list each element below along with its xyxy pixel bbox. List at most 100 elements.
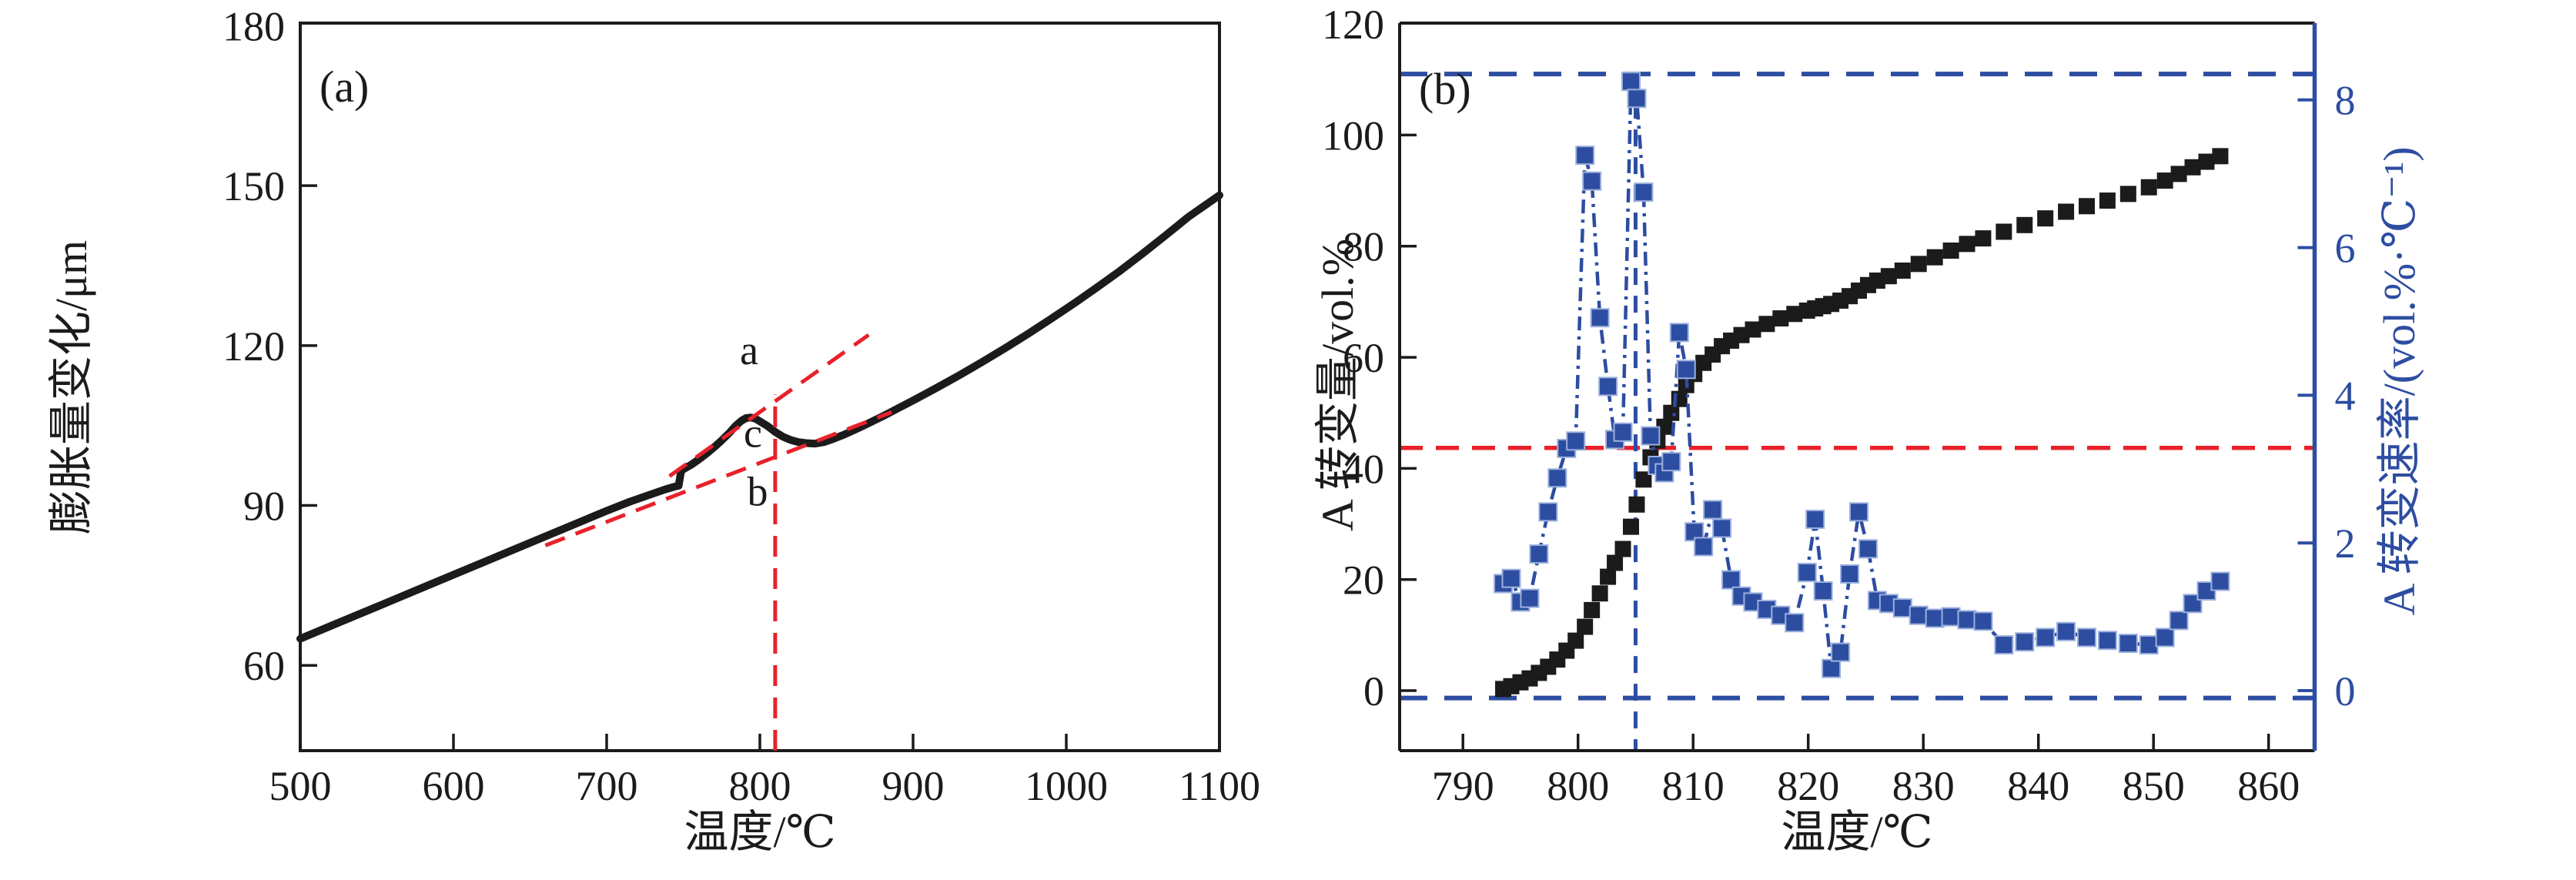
panel-a-label: (a)	[319, 62, 369, 112]
tangent-line-b	[544, 410, 893, 547]
tangent-line-a	[668, 333, 870, 478]
blue-square-point	[2036, 627, 2056, 647]
x-tick-label: 900	[882, 763, 945, 809]
black-square-point	[1656, 418, 1673, 435]
y-tick-label: 60	[243, 643, 285, 689]
black-square-point	[2198, 153, 2215, 170]
blue-square-point	[1538, 502, 1558, 522]
black-square-point	[2170, 166, 2187, 182]
panel-b-chart: 790 800 810 820 830 840 850 860 0 20 40 60 80 100 120 0…	[1322, 2, 2356, 809]
right-y-tick-label: 4	[2335, 373, 2356, 419]
right-y-tick-label: 2	[2335, 520, 2356, 567]
blue-square-point	[1669, 323, 1689, 343]
series-transformation-rate	[1494, 72, 2230, 678]
black-square-point	[1996, 223, 2012, 240]
blue-square-point	[1858, 539, 1878, 559]
blue-square-point	[2155, 627, 2175, 647]
black-square-point	[2156, 172, 2173, 189]
left-y-tick-label: 60	[1343, 335, 1384, 381]
blue-square-point	[1598, 376, 1618, 397]
blue-square-point	[1840, 564, 1860, 584]
blue-square-point	[1941, 607, 1961, 627]
blue-square-point	[1957, 610, 1977, 630]
black-square-point	[2078, 198, 2095, 215]
blue-square-point	[1520, 588, 1540, 608]
black-square-point	[1772, 310, 1789, 327]
blue-square-point	[1676, 360, 1696, 380]
blue-square-point	[1848, 502, 1868, 522]
x-tick-label: 600	[423, 763, 485, 809]
black-square-point	[1591, 585, 1608, 602]
blue-square-point	[1721, 570, 1741, 590]
panel-a: 500 600 700 800 900 1000 1100 60 90 120 150 180 (a)…	[46, 3, 1260, 857]
black-square-point	[1577, 618, 1594, 635]
x-tick-label: 800	[729, 763, 791, 809]
right-y-tick-label: 8	[2335, 78, 2356, 124]
right-y-tick-label: 0	[2335, 668, 2356, 714]
black-square-point	[2037, 210, 2054, 227]
left-y-tick-label: 40	[1343, 446, 1384, 492]
panel-a-yaxis-title: 膨胀量变化/μm	[46, 240, 96, 534]
left-y-tick-label: 20	[1343, 557, 1384, 604]
black-square-point	[2119, 186, 2136, 202]
x-tick-label: 1000	[1025, 763, 1108, 809]
blue-square-point	[1797, 563, 1817, 583]
panel-b-left-yaxis-title: A 转变量/vol.%	[1313, 239, 1363, 531]
panel-b-right-yaxis-title: A 转变速率/(vol.%·℃⁻¹)	[2374, 146, 2424, 615]
annotation-letter-a: a	[740, 327, 758, 373]
dilation-curve	[296, 191, 1223, 643]
black-square-point	[1758, 316, 1775, 333]
x-tick-label: 800	[1547, 763, 1609, 809]
black-square-point	[2184, 159, 2201, 176]
black-square-point	[1663, 404, 1680, 421]
blue-square-point	[1634, 182, 1654, 202]
annotation-letter-b: b	[748, 469, 768, 515]
black-square-point	[1786, 306, 1803, 323]
left-y-tick-label: 100	[1322, 112, 1384, 159]
black-square-point	[2058, 203, 2075, 220]
blue-square-point	[2056, 621, 2076, 641]
x-tick-label: 790	[1432, 763, 1494, 809]
black-square-point	[1622, 518, 1639, 535]
blue-square-point	[1582, 171, 1602, 191]
black-square-point	[1628, 496, 1645, 513]
panel-a-frame	[299, 22, 1221, 752]
blue-square-point	[1892, 598, 1912, 618]
panel-a-chart: 500 600 700 800 900 1000 1100 60 90 120 150 180	[222, 3, 1260, 809]
black-square-point	[2140, 179, 2157, 196]
blue-square-point	[1813, 581, 1833, 601]
blue-square-point	[1547, 468, 1567, 488]
black-square-point	[1600, 568, 1617, 585]
x-tick-label: 1100	[1179, 763, 1260, 809]
y-tick-label: 150	[222, 163, 285, 209]
annotation-letter-c: c	[744, 410, 762, 456]
black-square-point	[1745, 321, 1761, 338]
black-square-point	[1942, 243, 1959, 259]
black-square-point	[1975, 230, 1992, 247]
blue-square-point	[1590, 308, 1610, 328]
black-square-point	[1959, 236, 1975, 253]
black-square-point	[2016, 216, 2033, 233]
blue-square-point	[1627, 89, 1647, 109]
black-square-point	[1880, 268, 1897, 285]
blue-square-point	[1694, 537, 1714, 557]
blue-square-point	[1621, 72, 1641, 92]
black-square-point	[2212, 148, 2229, 165]
right-y-tick-label: 6	[2335, 226, 2356, 272]
blue-square-point	[1575, 146, 1595, 166]
blue-square-point	[2118, 634, 2138, 654]
left-y-tick-label: 120	[1322, 2, 1384, 48]
blue-square-point	[2139, 635, 2159, 655]
blue-square-point	[1785, 613, 1805, 633]
black-square-point	[1567, 632, 1584, 649]
blue-square-point	[1831, 642, 1851, 662]
left-y-tick-label: 0	[1363, 668, 1384, 714]
blue-square-point	[1566, 431, 1586, 451]
blue-square-point	[2169, 611, 2189, 631]
blue-square-point	[2015, 632, 2035, 652]
panel-a-xaxis-title: 温度/℃	[684, 807, 836, 857]
blue-square-point	[1822, 658, 1842, 678]
y-tick-label: 180	[222, 3, 285, 49]
blue-square-point	[1641, 426, 1661, 446]
